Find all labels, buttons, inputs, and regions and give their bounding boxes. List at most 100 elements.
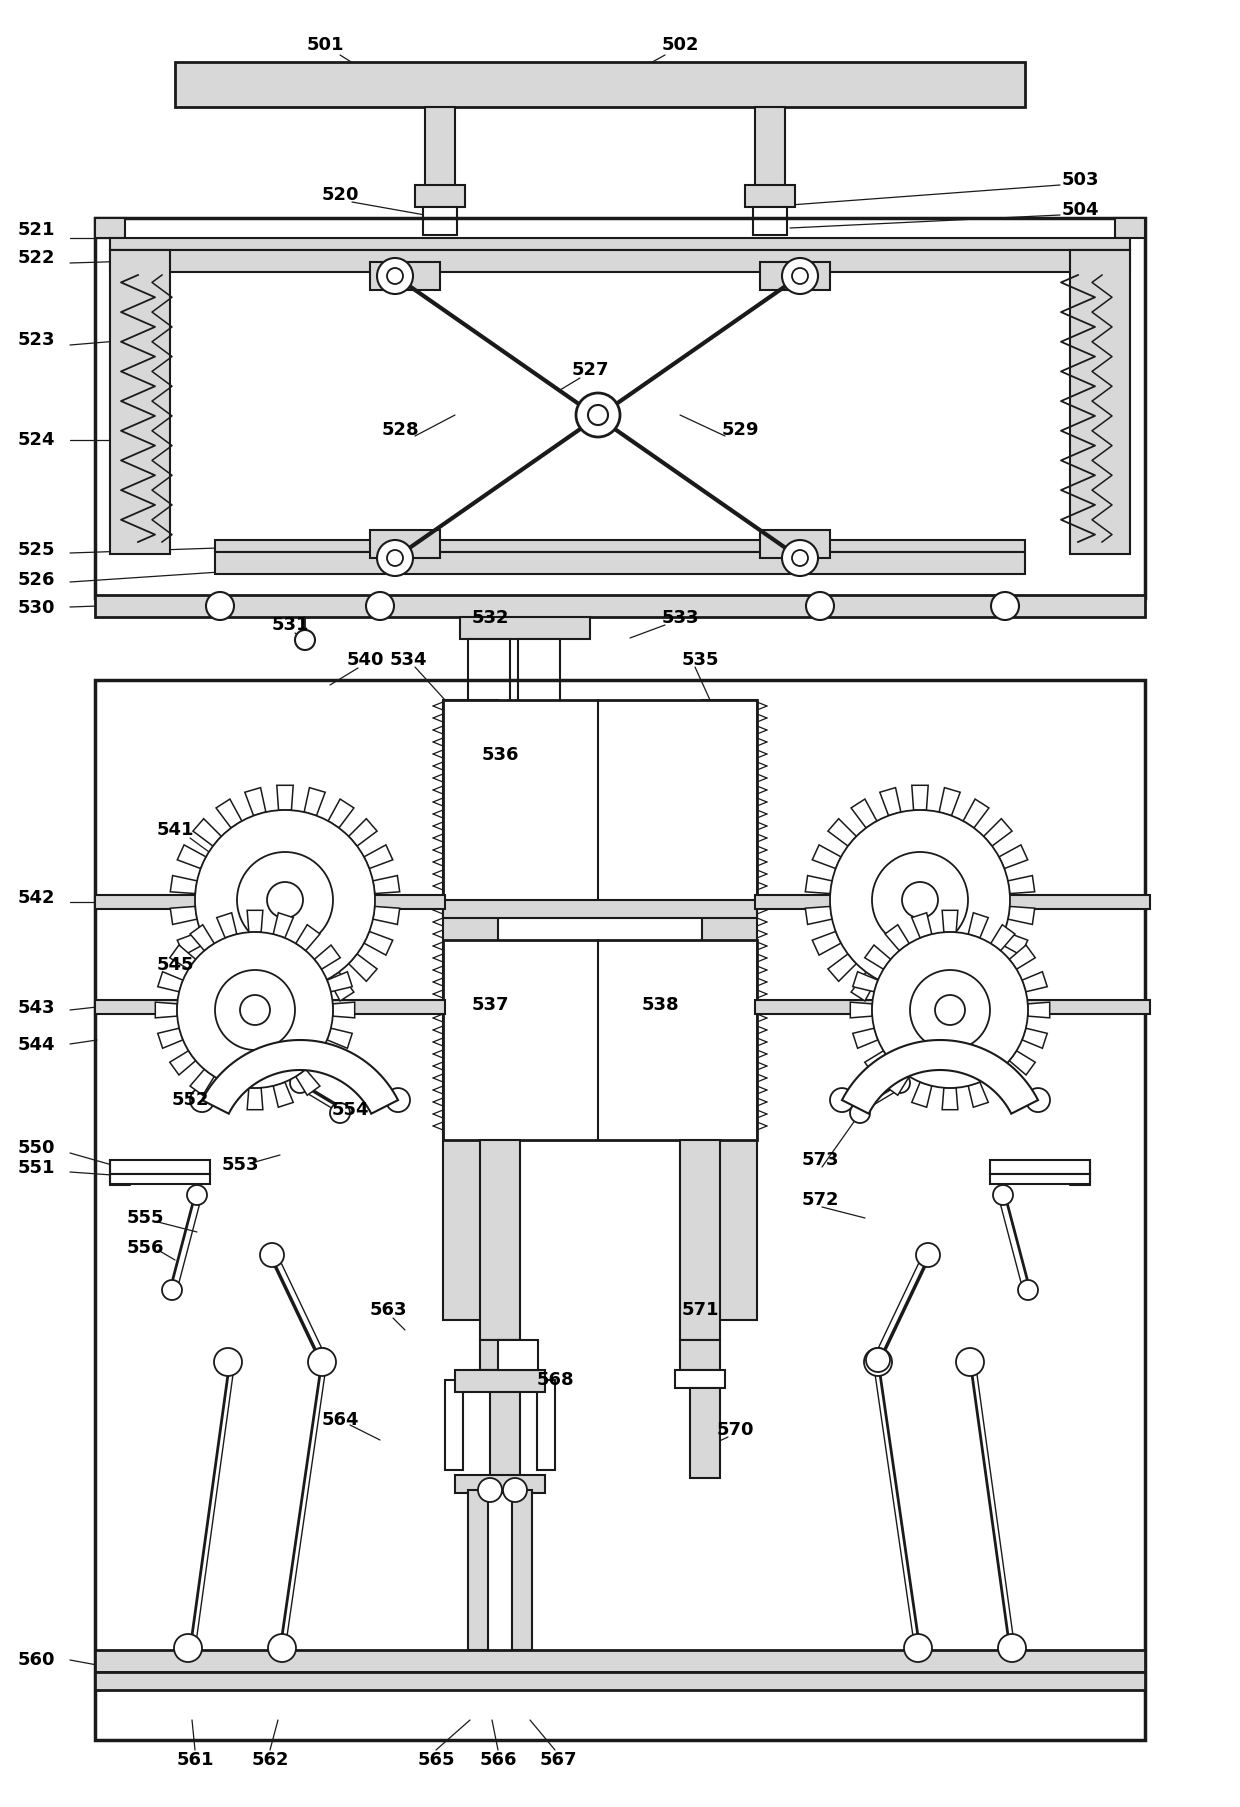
Circle shape	[904, 1634, 932, 1662]
Circle shape	[782, 540, 818, 576]
Text: 573: 573	[801, 1151, 838, 1169]
Bar	[455, 1370, 546, 1391]
Text: 502: 502	[661, 36, 699, 54]
Polygon shape	[155, 1003, 177, 1017]
Bar	[518, 640, 560, 739]
Text: 552: 552	[171, 1091, 208, 1109]
Polygon shape	[373, 907, 399, 925]
Bar	[455, 1475, 546, 1493]
Polygon shape	[247, 911, 263, 932]
Polygon shape	[332, 1003, 355, 1017]
Circle shape	[268, 1634, 296, 1662]
Polygon shape	[1009, 945, 1035, 969]
Text: 555: 555	[126, 1209, 164, 1227]
Circle shape	[864, 1348, 892, 1375]
Circle shape	[849, 1102, 870, 1122]
Bar	[95, 219, 125, 239]
Bar	[423, 208, 458, 235]
Polygon shape	[327, 1028, 352, 1048]
Polygon shape	[939, 985, 960, 1012]
Polygon shape	[942, 911, 957, 932]
Bar	[467, 640, 510, 739]
Polygon shape	[170, 876, 197, 894]
Polygon shape	[983, 954, 1012, 981]
Circle shape	[1025, 1088, 1050, 1111]
Circle shape	[806, 593, 835, 620]
Polygon shape	[177, 931, 206, 956]
Circle shape	[310, 1348, 334, 1372]
Polygon shape	[864, 945, 890, 969]
Bar	[755, 894, 1149, 909]
Polygon shape	[1008, 907, 1034, 925]
Text: 540: 540	[346, 651, 383, 669]
Bar	[95, 999, 445, 1014]
Bar	[95, 219, 1145, 598]
Text: 537: 537	[471, 996, 508, 1014]
Bar	[480, 1140, 520, 1341]
Polygon shape	[991, 1070, 1016, 1095]
Circle shape	[866, 1348, 890, 1372]
Bar	[702, 699, 756, 1319]
Polygon shape	[851, 1003, 872, 1017]
Polygon shape	[216, 799, 242, 828]
Polygon shape	[273, 913, 294, 938]
Circle shape	[195, 810, 374, 990]
Polygon shape	[329, 972, 353, 1001]
Polygon shape	[365, 931, 393, 956]
Bar	[475, 1370, 525, 1388]
Polygon shape	[157, 1028, 184, 1048]
Polygon shape	[942, 1088, 957, 1109]
Bar	[689, 1388, 720, 1478]
Text: 572: 572	[801, 1191, 838, 1209]
Text: 528: 528	[381, 421, 419, 439]
Polygon shape	[193, 819, 222, 846]
Text: 538: 538	[641, 996, 678, 1014]
Text: 520: 520	[321, 186, 358, 204]
Text: 526: 526	[17, 571, 55, 589]
Circle shape	[993, 1185, 1013, 1205]
Polygon shape	[329, 799, 353, 828]
Polygon shape	[373, 876, 399, 894]
Bar	[760, 529, 830, 558]
Bar	[370, 262, 440, 289]
Polygon shape	[217, 913, 237, 938]
Text: 503: 503	[1061, 172, 1099, 190]
Bar	[460, 616, 590, 640]
Bar	[110, 1175, 210, 1184]
Bar	[110, 239, 1130, 249]
Polygon shape	[805, 876, 832, 894]
Circle shape	[177, 932, 334, 1088]
Text: 571: 571	[681, 1301, 719, 1319]
Polygon shape	[170, 945, 196, 969]
Polygon shape	[157, 972, 184, 992]
Polygon shape	[217, 1082, 237, 1108]
Text: 564: 564	[321, 1411, 358, 1429]
Text: 543: 543	[17, 999, 55, 1017]
Bar	[95, 894, 445, 909]
Circle shape	[991, 593, 1019, 620]
Text: 524: 524	[17, 432, 55, 448]
Bar	[753, 208, 787, 235]
Polygon shape	[314, 945, 340, 969]
Circle shape	[998, 1634, 1025, 1662]
Bar	[512, 1491, 532, 1650]
Circle shape	[330, 1102, 350, 1122]
Polygon shape	[939, 788, 960, 815]
Polygon shape	[963, 972, 990, 1001]
Text: 521: 521	[17, 220, 55, 239]
Text: 562: 562	[252, 1751, 289, 1769]
Text: 535: 535	[681, 651, 719, 669]
Bar	[110, 1160, 210, 1175]
Text: 567: 567	[539, 1751, 577, 1769]
Circle shape	[830, 810, 1011, 990]
Bar	[95, 679, 1145, 1740]
Text: 554: 554	[331, 1100, 368, 1119]
Polygon shape	[864, 1050, 890, 1075]
Bar	[990, 1160, 1090, 1175]
Bar	[443, 699, 498, 1319]
Bar	[490, 1388, 520, 1478]
Polygon shape	[911, 1082, 931, 1108]
Text: 504: 504	[1061, 201, 1099, 219]
Circle shape	[577, 392, 620, 437]
Bar	[415, 184, 465, 208]
